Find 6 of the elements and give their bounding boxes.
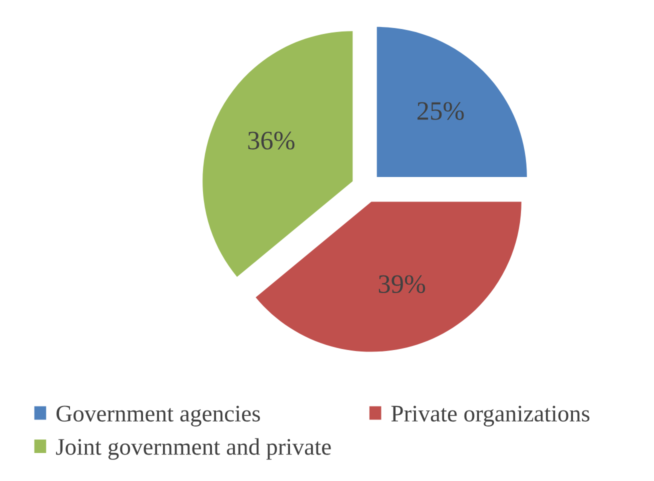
data-label: 36% [248,132,294,150]
data-label: 25% [417,102,464,120]
data-label: 39% [378,275,426,294]
legend-label: Government agencies [56,406,260,426]
legend-label: Joint government and private [56,438,331,460]
legend-label: Private organizations [391,406,590,426]
